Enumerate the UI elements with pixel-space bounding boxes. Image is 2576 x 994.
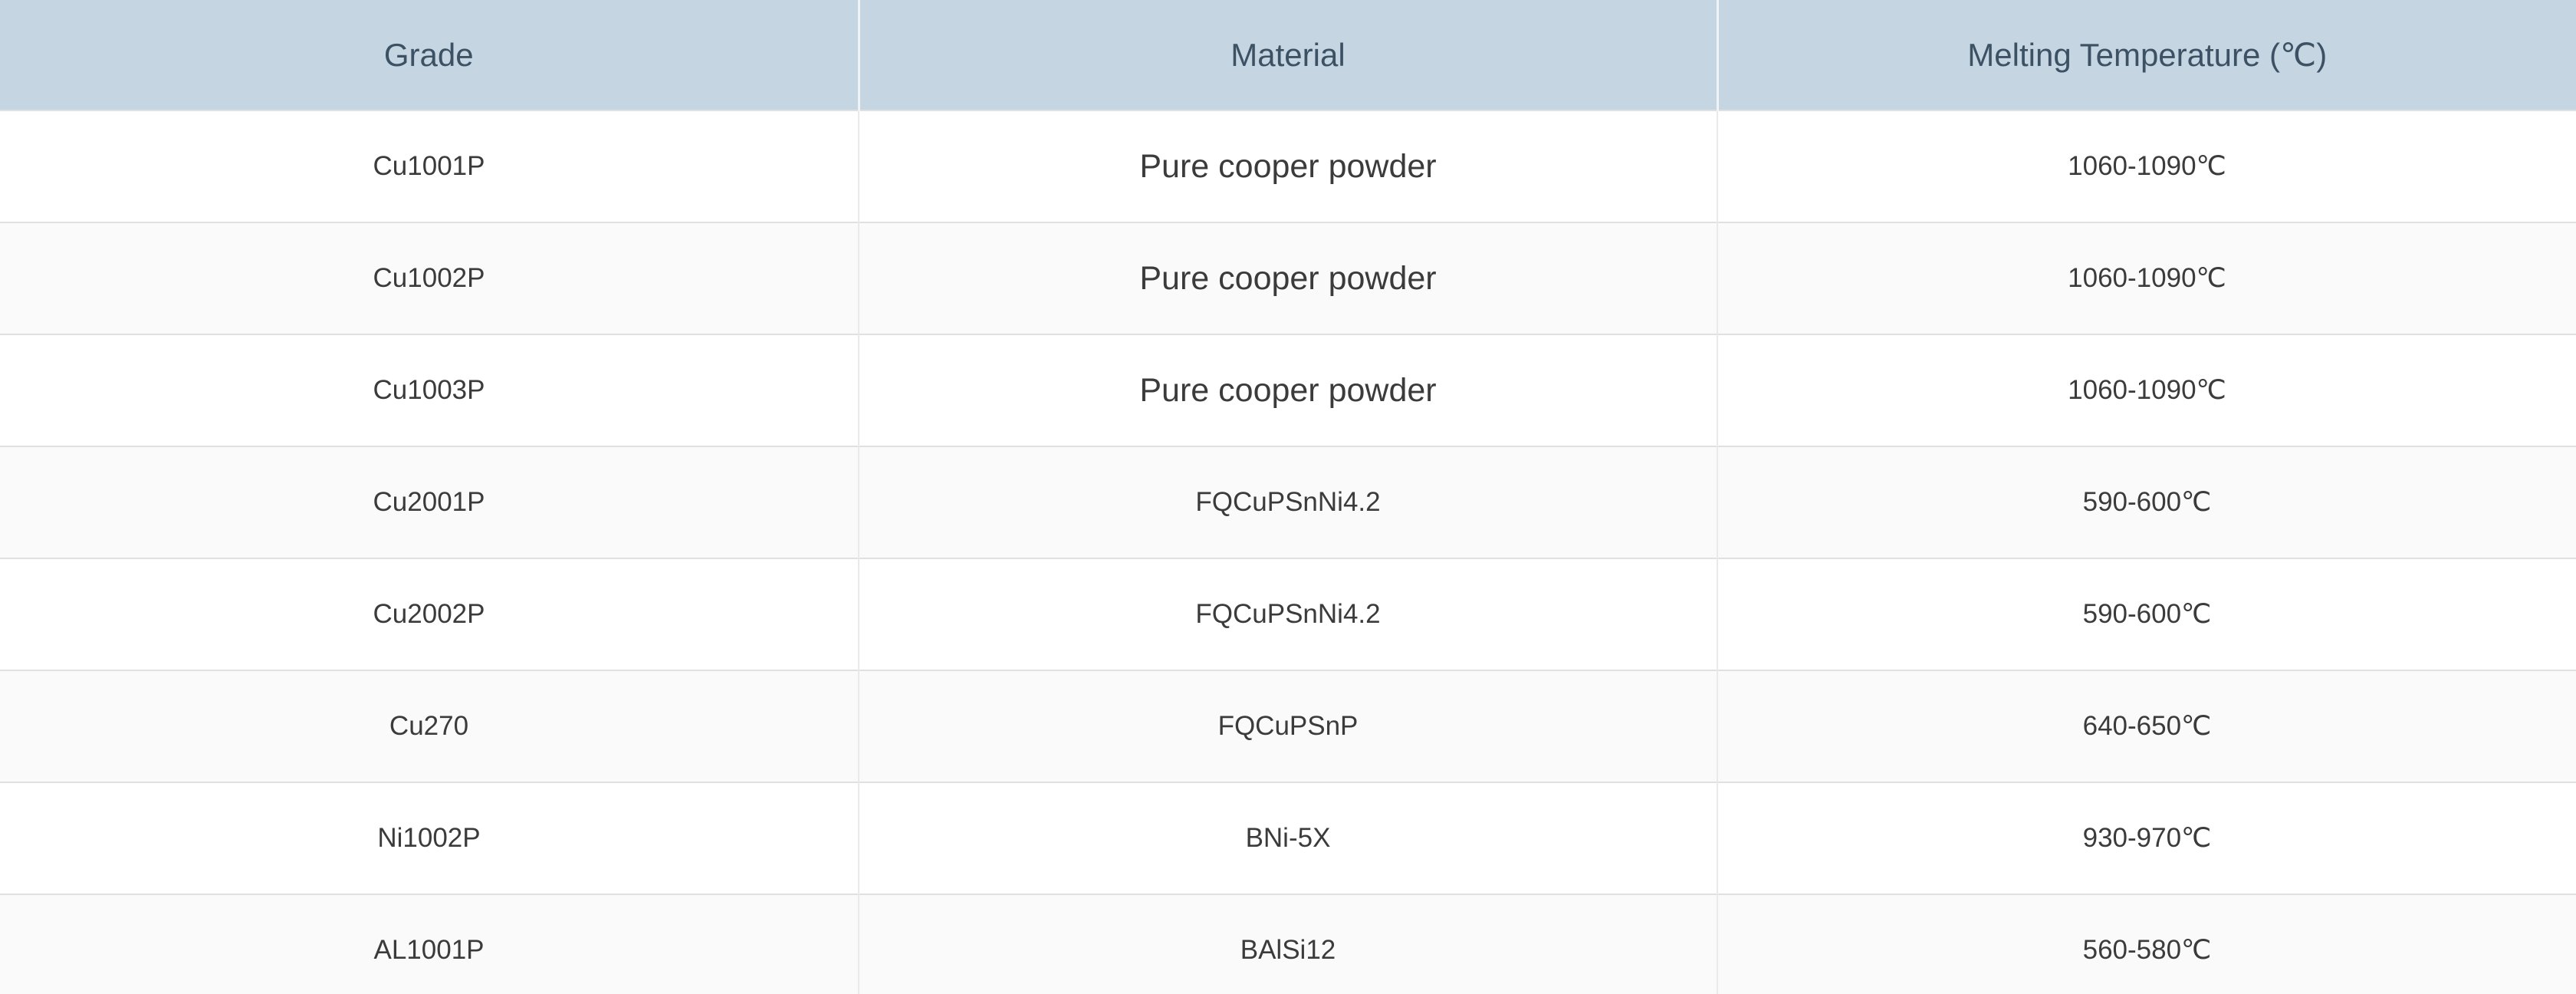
cell-material: BAlSi12: [858, 894, 1717, 994]
table-row: Cu2002P FQCuPSnNi4.2 590-600℃: [0, 558, 2576, 670]
column-header-material: Material: [857, 0, 1717, 110]
cell-temperature: 1060-1090℃: [1717, 334, 2576, 446]
table-body: Cu1001P Pure cooper powder 1060-1090℃ Cu…: [0, 110, 2576, 994]
cell-temperature: 1060-1090℃: [1717, 110, 2576, 222]
cell-temperature: 1060-1090℃: [1717, 222, 2576, 334]
table-row: Cu1002P Pure cooper powder 1060-1090℃: [0, 222, 2576, 334]
cell-temperature: 590-600℃: [1717, 558, 2576, 670]
cell-grade: Ni1002P: [0, 782, 859, 894]
cell-material: FQCuPSnP: [858, 670, 1717, 782]
cell-material: Pure cooper powder: [858, 334, 1717, 446]
table-row: Cu1001P Pure cooper powder 1060-1090℃: [0, 110, 2576, 222]
table-row: Cu1003P Pure cooper powder 1060-1090℃: [0, 334, 2576, 446]
table-row: Cu270 FQCuPSnP 640-650℃: [0, 670, 2576, 782]
cell-material: BNi-5X: [858, 782, 1717, 894]
cell-grade: Cu2002P: [0, 558, 859, 670]
table-row: Cu2001P FQCuPSnNi4.2 590-600℃: [0, 446, 2576, 558]
cell-grade: AL1001P: [0, 894, 859, 994]
cell-material: Pure cooper powder: [858, 110, 1717, 222]
table-row: AL1001P BAlSi12 560-580℃: [0, 894, 2576, 994]
table-header: Grade Material Melting Temperature (℃): [0, 0, 2576, 110]
cell-grade: Cu1003P: [0, 334, 859, 446]
cell-material: FQCuPSnNi4.2: [858, 446, 1717, 558]
cell-grade: Cu270: [0, 670, 859, 782]
cell-temperature: 560-580℃: [1717, 894, 2576, 994]
cell-material: Pure cooper powder: [858, 222, 1717, 334]
cell-temperature: 930-970℃: [1717, 782, 2576, 894]
cell-grade: Cu1002P: [0, 222, 859, 334]
cell-grade: Cu1001P: [0, 110, 859, 222]
cell-temperature: 590-600℃: [1717, 446, 2576, 558]
cell-material: FQCuPSnNi4.2: [858, 558, 1717, 670]
column-header-grade: Grade: [0, 0, 859, 110]
header-row: Grade Material Melting Temperature (℃): [0, 0, 2576, 110]
cell-temperature: 640-650℃: [1717, 670, 2576, 782]
column-header-melting-temperature: Melting Temperature (℃): [1716, 0, 2576, 110]
table-row: Ni1002P BNi-5X 930-970℃: [0, 782, 2576, 894]
cell-grade: Cu2001P: [0, 446, 859, 558]
